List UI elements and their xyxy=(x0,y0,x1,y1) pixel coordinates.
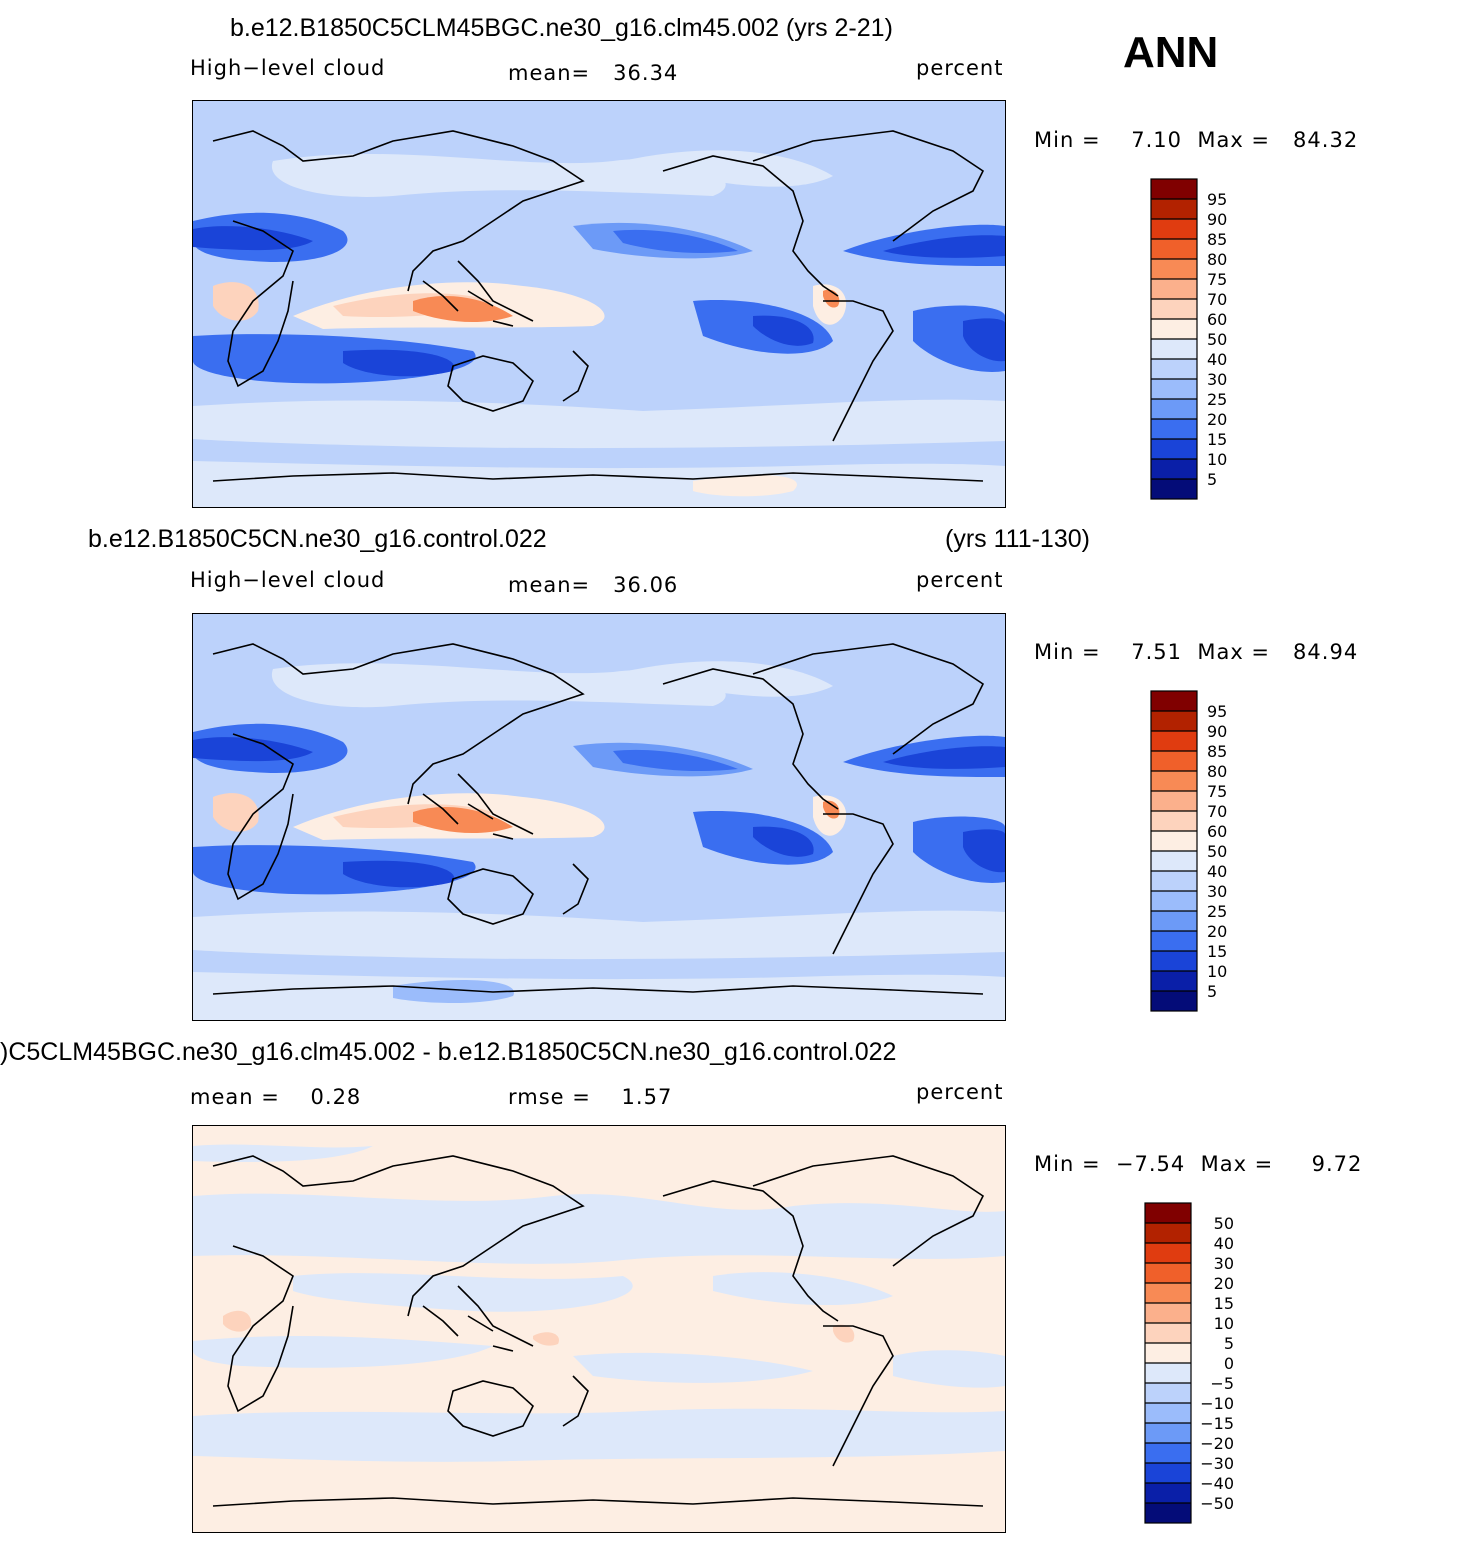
panel3-rmse: rmse = 1.57 xyxy=(508,1085,673,1109)
panel1-cb-label: 75 xyxy=(1207,270,1227,289)
panel3-colorbar-blocks xyxy=(1144,1202,1192,1524)
panel2-units: percent xyxy=(916,568,1004,592)
panel1-minmax: Min = 7.10 Max = 84.32 xyxy=(1034,128,1359,152)
panel2-cb-label: 70 xyxy=(1207,802,1227,821)
panel3-cb-label: −30 xyxy=(1200,1454,1234,1473)
panel3-cb-label: 30 xyxy=(1214,1254,1234,1273)
panel1-cb-label: 30 xyxy=(1207,370,1227,389)
panel2-cb-label: 75 xyxy=(1207,782,1227,801)
panel2-mean: mean= 36.06 xyxy=(508,573,679,597)
panel1-cb-label: 70 xyxy=(1207,290,1227,309)
panel3-cb-label: −5 xyxy=(1210,1374,1234,1393)
panel1-cb-label: 95 xyxy=(1207,190,1227,209)
panel1-colorbar-blocks xyxy=(1150,178,1198,500)
panel2-cb-label: 50 xyxy=(1207,842,1227,861)
panel1-cb-label: 60 xyxy=(1207,310,1227,329)
panel1-colorbar: 95 90 85 80 75 70 60 50 40 30 25 20 15 1… xyxy=(1150,178,1227,500)
panel3-cb-label: 5 xyxy=(1224,1334,1234,1353)
panel3-cb-label: 15 xyxy=(1214,1294,1234,1313)
panel2-colorbar: 95 90 85 80 75 70 60 50 40 30 25 20 15 1… xyxy=(1150,690,1227,1012)
panel1-cb-label: 50 xyxy=(1207,330,1227,349)
panel1-title: b.e12.B1850C5CLM45BGC.ne30_g16.clm45.002… xyxy=(230,14,893,42)
panel1-units: percent xyxy=(916,56,1004,80)
panel3-cb-label: −20 xyxy=(1200,1434,1234,1453)
panel3-cb-label: −40 xyxy=(1200,1474,1234,1493)
panel2-minmax: Min = 7.51 Max = 84.94 xyxy=(1034,640,1359,664)
panel2-title: b.e12.B1850C5CN.ne30_g16.control.022 xyxy=(88,525,547,553)
panel3-title: )C5CLM45BGC.ne30_g16.clm45.002 - b.e12.B… xyxy=(0,1038,897,1066)
panel3-minmax: Min = −7.54 Max = 9.72 xyxy=(1034,1152,1363,1176)
panel2-cb-label: 60 xyxy=(1207,822,1227,841)
panel3-cb-label: −50 xyxy=(1200,1494,1234,1513)
panel3-colorbar: 50 40 30 20 15 10 5 0 −5 −10 −15 −20 −30… xyxy=(1144,1202,1234,1524)
season-label: ANN xyxy=(1123,28,1219,77)
panel2-cb-label: 95 xyxy=(1207,702,1227,721)
panel1-cb-label: 90 xyxy=(1207,210,1227,229)
panel3-cb-label: 50 xyxy=(1214,1214,1234,1233)
panel2-cb-label: 5 xyxy=(1207,982,1217,1001)
panel2-cb-label: 25 xyxy=(1207,902,1227,921)
panel3-cb-label: −15 xyxy=(1200,1414,1234,1433)
panel3-cb-label: 40 xyxy=(1214,1234,1234,1253)
panel3-mean: mean = 0.28 xyxy=(190,1085,362,1109)
panel1-cb-label: 15 xyxy=(1207,430,1227,449)
panel3-units: percent xyxy=(916,1080,1004,1104)
panel2-cb-label: 15 xyxy=(1207,942,1227,961)
panel1-cb-label: 80 xyxy=(1207,250,1227,269)
panel1-cb-label: 40 xyxy=(1207,350,1227,369)
panel1-cb-label: 20 xyxy=(1207,410,1227,429)
panel2-colorbar-blocks xyxy=(1150,690,1198,1012)
panel2-cb-label: 85 xyxy=(1207,742,1227,761)
panel3-cb-label: 0 xyxy=(1224,1354,1234,1373)
panel1-cb-label: 25 xyxy=(1207,390,1227,409)
panel1-mean: mean= 36.34 xyxy=(508,61,679,85)
panel1-cb-label: 85 xyxy=(1207,230,1227,249)
panel1-cb-label: 10 xyxy=(1207,450,1227,469)
panel2-variable: High−level cloud xyxy=(190,568,386,592)
panel1-map xyxy=(192,100,1006,508)
panel2-years: (yrs 111-130) xyxy=(945,525,1090,553)
panel1-cb-label: 5 xyxy=(1207,470,1217,489)
panel1-variable: High−level cloud xyxy=(190,56,386,80)
panel2-cb-label: 90 xyxy=(1207,722,1227,741)
panel2-cb-label: 40 xyxy=(1207,862,1227,881)
panel3-cb-label: −10 xyxy=(1200,1394,1234,1413)
panel2-cb-label: 30 xyxy=(1207,882,1227,901)
panel2-map xyxy=(192,613,1006,1021)
panel2-cb-label: 10 xyxy=(1207,962,1227,981)
panel3-map xyxy=(192,1125,1006,1533)
panel3-cb-label: 10 xyxy=(1214,1314,1234,1333)
panel2-cb-label: 20 xyxy=(1207,922,1227,941)
panel2-cb-label: 80 xyxy=(1207,762,1227,781)
panel3-cb-label: 20 xyxy=(1214,1274,1234,1293)
